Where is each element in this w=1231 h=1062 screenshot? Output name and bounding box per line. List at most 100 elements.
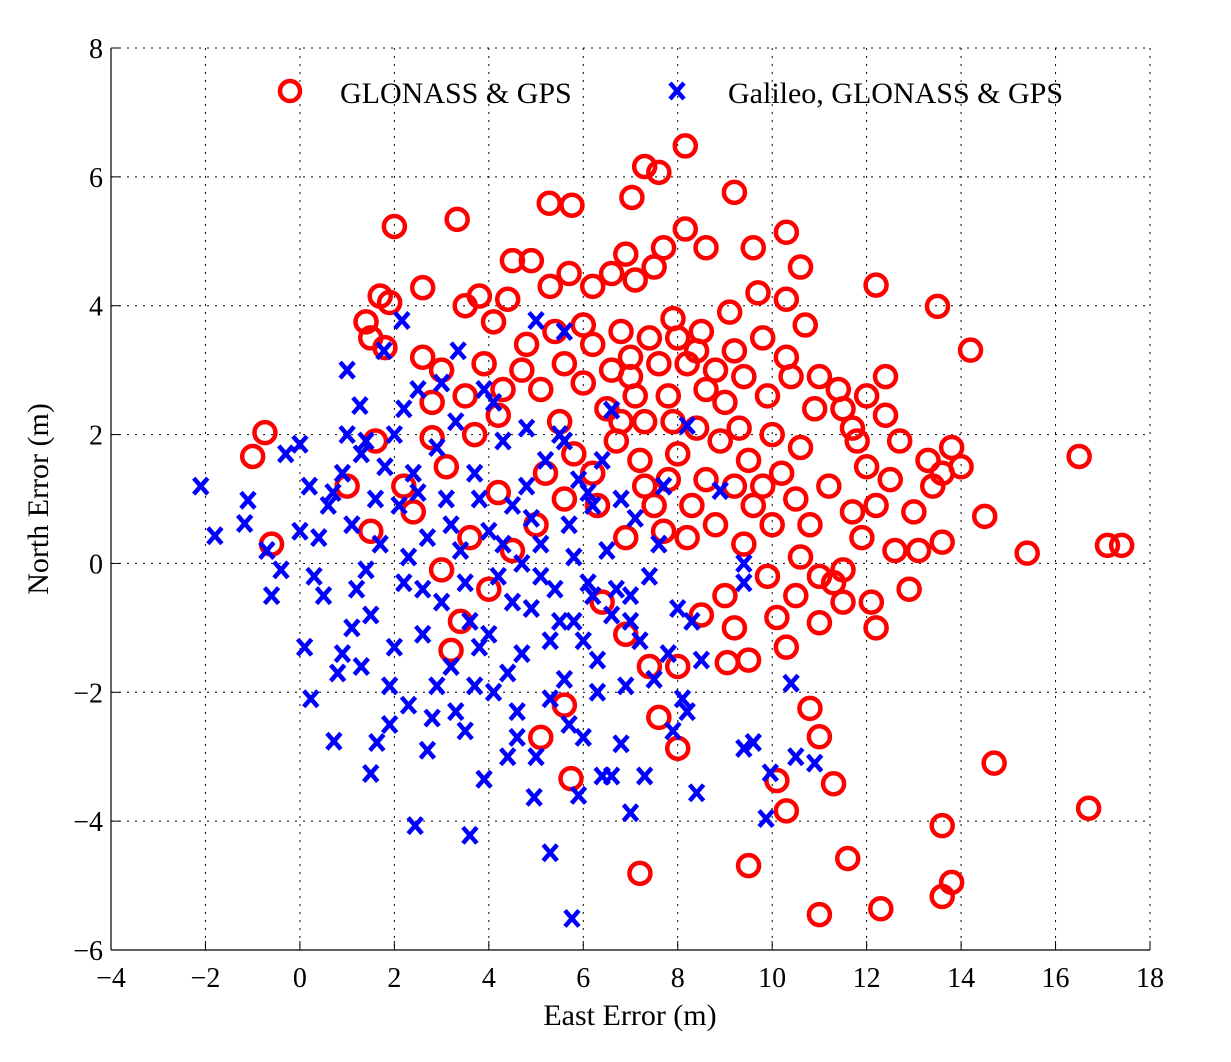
data-points (192, 133, 1135, 928)
point-x (683, 611, 701, 631)
point-circle (513, 331, 540, 358)
point-x (673, 689, 692, 709)
x-axis-label: East Error (m) (543, 999, 716, 1032)
point-x (418, 740, 437, 760)
point-x (563, 908, 581, 928)
point-x (305, 566, 323, 586)
point-x (602, 400, 621, 420)
point-circle (461, 421, 488, 448)
point-circle (664, 653, 691, 680)
point-circle (452, 383, 478, 409)
point-circle (773, 344, 800, 371)
point-circle (820, 771, 847, 797)
point-circle (773, 798, 800, 824)
point-circle (584, 492, 611, 519)
point-circle (938, 434, 965, 461)
point-x (598, 541, 616, 561)
point-x (368, 733, 386, 753)
point-circle (839, 499, 866, 525)
point-circle (608, 408, 634, 435)
point-x (432, 373, 451, 393)
point-circle (1075, 795, 1102, 822)
point-circle (664, 735, 691, 762)
point-circle (773, 634, 800, 660)
point-x (735, 573, 753, 593)
point-circle (622, 383, 648, 409)
point-x (235, 514, 254, 533)
point-x (787, 747, 805, 767)
point-x (338, 425, 356, 445)
point-x (555, 431, 574, 451)
point-x (499, 663, 517, 683)
point-circle (536, 190, 563, 217)
point-circle (672, 216, 699, 242)
point-circle (712, 389, 738, 416)
point-circle (830, 557, 856, 583)
point-x (602, 766, 621, 786)
point-circle (674, 524, 700, 551)
point-circle (797, 512, 823, 538)
point-x (574, 727, 592, 747)
point-x (735, 738, 753, 758)
point-circle (641, 492, 667, 519)
point-x (532, 566, 550, 586)
point-circle (783, 582, 809, 609)
point-circle (622, 267, 648, 293)
point-x (503, 592, 522, 612)
point-x (499, 747, 517, 767)
point-x (508, 702, 526, 722)
point-x (640, 566, 659, 586)
point-x (414, 579, 432, 599)
point-circle (863, 615, 889, 641)
point-x (550, 611, 569, 631)
point-x (314, 586, 333, 606)
point-circle (693, 466, 719, 493)
point-x (371, 534, 389, 554)
point-x (385, 425, 404, 445)
point-x (517, 418, 536, 438)
point-x (319, 495, 337, 515)
point-circle (683, 338, 710, 364)
point-circle (740, 492, 767, 519)
point-x (300, 476, 319, 496)
point-x (393, 311, 411, 331)
point-circle (579, 331, 606, 358)
point-x (291, 521, 309, 541)
point-x (390, 495, 408, 515)
point-x (414, 624, 432, 644)
point-x (654, 476, 673, 496)
point-circle (598, 357, 625, 383)
point-x (437, 489, 456, 509)
point-x (560, 515, 578, 535)
point-circle (528, 724, 554, 751)
point-x (449, 341, 467, 361)
x-tick-label: 14 (947, 963, 975, 994)
point-x (560, 715, 578, 734)
point-x (484, 392, 503, 412)
point-circle (712, 582, 738, 609)
point-circle (499, 537, 526, 564)
point-x (447, 412, 465, 432)
point-circle (830, 396, 856, 422)
point-circle (863, 492, 889, 519)
point-circle (466, 283, 493, 309)
point-x (527, 747, 545, 767)
point-x (678, 416, 696, 436)
point-x (470, 489, 489, 509)
point-circle (830, 589, 856, 615)
point-circle (971, 503, 998, 530)
point-x (525, 787, 543, 807)
point-circle (613, 241, 639, 267)
y-tick-label: 8 (89, 34, 103, 65)
legend-label-series-1: GLONASS & GPS (340, 77, 572, 110)
x-tick-label: 12 (853, 963, 881, 994)
x-tick-label: −4 (96, 963, 126, 994)
point-circle (801, 396, 828, 422)
point-x (541, 843, 559, 863)
point-circle (598, 260, 625, 287)
point-x (513, 644, 531, 664)
point-x (805, 753, 824, 773)
point-x (295, 637, 314, 657)
point-x (362, 605, 380, 625)
point-x (484, 682, 503, 702)
